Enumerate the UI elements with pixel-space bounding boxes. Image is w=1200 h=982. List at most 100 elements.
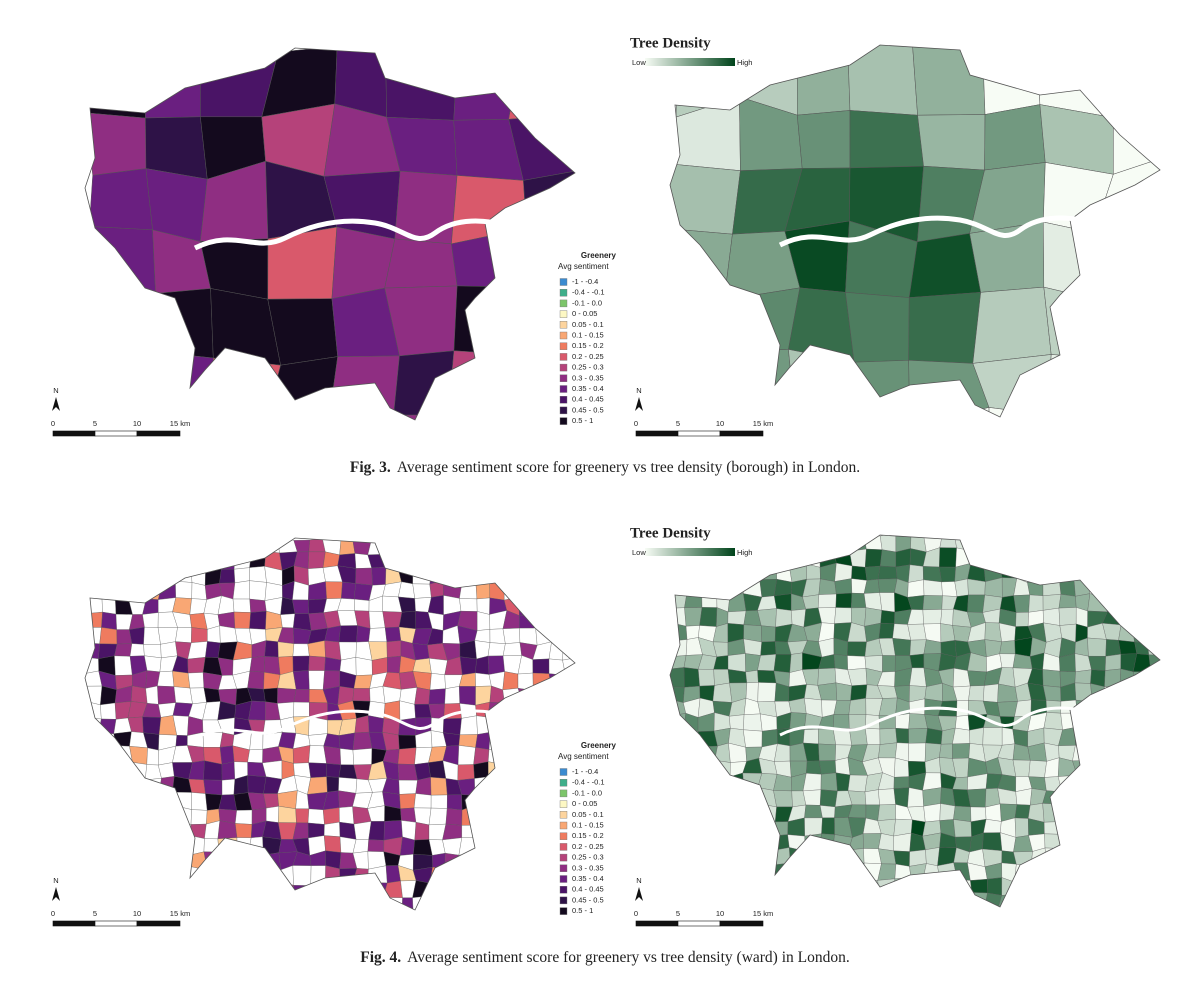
- river-thames: [779, 706, 1119, 737]
- region: [504, 821, 520, 837]
- scale-tick-label: 15 km: [170, 419, 190, 428]
- region: [173, 853, 192, 868]
- region: [1117, 806, 1138, 821]
- region: [849, 879, 866, 895]
- region: [745, 819, 760, 836]
- region: [1117, 577, 1137, 597]
- region: [519, 895, 536, 910]
- region: [728, 349, 797, 417]
- region: [85, 538, 98, 553]
- region: [745, 803, 763, 821]
- legend-label: 0.15 - 0.2: [572, 831, 604, 840]
- legend-label: 0.15 - 0.2: [572, 341, 604, 350]
- north-label: N: [53, 386, 58, 395]
- region: [518, 806, 537, 824]
- region: [772, 908, 790, 927]
- region: [727, 878, 748, 894]
- region: [190, 912, 205, 929]
- region: [907, 787, 924, 808]
- region: [1148, 849, 1160, 868]
- region: [864, 565, 881, 581]
- region: [447, 414, 525, 420]
- region: [788, 549, 807, 565]
- region: [819, 535, 834, 551]
- region: [593, 720, 610, 735]
- region: [100, 582, 116, 600]
- region: [204, 475, 273, 549]
- region: [85, 685, 103, 706]
- region: [1060, 712, 1078, 731]
- region: [533, 745, 550, 765]
- region: [877, 804, 896, 821]
- region: [593, 658, 611, 676]
- region: [593, 582, 612, 600]
- region: [235, 851, 253, 870]
- region: [324, 822, 341, 837]
- region: [907, 894, 927, 907]
- region: [112, 760, 133, 778]
- region: [382, 686, 402, 704]
- boundary: [84, 537, 576, 911]
- region: [459, 656, 477, 675]
- region: [670, 787, 686, 808]
- region: [953, 819, 972, 838]
- scale-tick-label: 5: [93, 909, 97, 918]
- region: [1047, 414, 1115, 417]
- region: [817, 667, 837, 686]
- region: [1132, 697, 1152, 716]
- region: [923, 579, 943, 596]
- region: [112, 822, 133, 839]
- region: [322, 807, 340, 825]
- region: [1133, 742, 1153, 760]
- region: [532, 821, 552, 841]
- region: [773, 880, 793, 898]
- region: [743, 729, 763, 748]
- north-label: N: [53, 876, 58, 885]
- region: [879, 924, 897, 941]
- region: [908, 564, 924, 583]
- region: [1103, 925, 1121, 940]
- region: [1163, 653, 1180, 671]
- region: [430, 777, 448, 796]
- region: [1087, 535, 1108, 553]
- river-thames: [194, 709, 534, 740]
- region: [727, 593, 747, 613]
- region: [806, 760, 822, 775]
- region: [1133, 772, 1149, 792]
- region: [1046, 475, 1114, 542]
- scale-tick-label: 10: [716, 909, 724, 918]
- region: [473, 851, 491, 870]
- region: [387, 655, 402, 674]
- legend-swatch: [559, 310, 568, 318]
- region: [233, 551, 252, 570]
- region: [459, 715, 478, 735]
- region: [395, 487, 464, 541]
- region: [1179, 805, 1195, 819]
- region: [595, 599, 611, 616]
- region: [535, 792, 550, 807]
- region: [412, 895, 431, 910]
- region: [508, 48, 575, 120]
- region: [729, 924, 746, 940]
- region: [114, 880, 130, 899]
- region: [442, 538, 459, 556]
- region: [1164, 924, 1181, 942]
- region: [146, 747, 159, 766]
- region: [1104, 892, 1120, 907]
- region: [878, 833, 894, 852]
- region: [893, 832, 912, 852]
- region: [310, 927, 326, 944]
- region: [804, 804, 823, 819]
- region: [909, 639, 927, 656]
- region: [1042, 892, 1062, 907]
- region: [129, 567, 148, 585]
- region: [1148, 911, 1167, 926]
- scale-tick-label: 10: [133, 419, 141, 428]
- region: [851, 423, 919, 488]
- region: [400, 926, 418, 942]
- region: [699, 802, 718, 821]
- region: [670, 727, 685, 747]
- region: [187, 657, 206, 674]
- region: [474, 868, 491, 883]
